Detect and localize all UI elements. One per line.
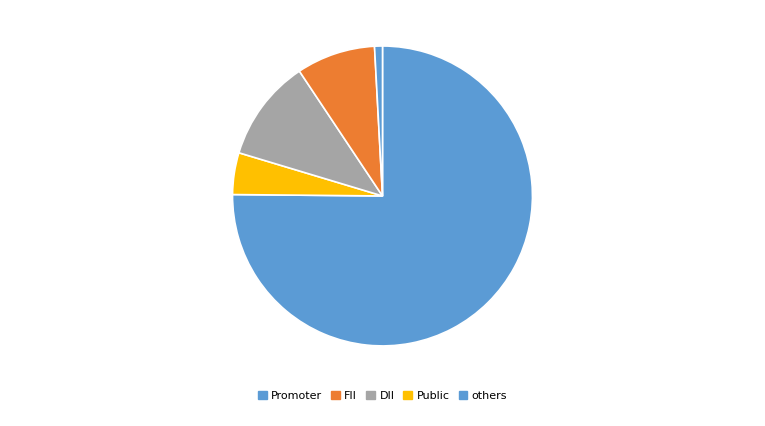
Wedge shape [239,71,382,196]
Wedge shape [233,153,382,196]
Wedge shape [233,46,532,346]
Wedge shape [375,46,382,196]
Legend: Promoter, FII, DII, Public, others: Promoter, FII, DII, Public, others [254,387,511,404]
Wedge shape [299,46,382,196]
